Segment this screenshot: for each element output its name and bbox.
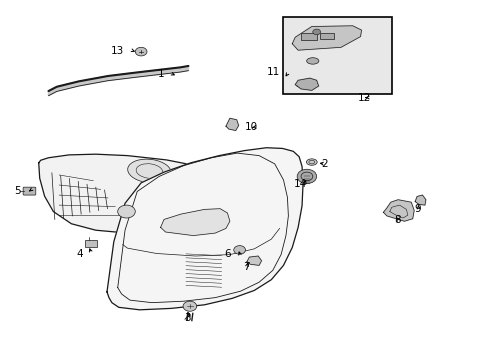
Polygon shape — [39, 154, 232, 233]
FancyBboxPatch shape — [23, 187, 36, 195]
Text: 1: 1 — [157, 69, 163, 79]
Bar — [320, 33, 333, 40]
Polygon shape — [414, 195, 425, 205]
Text: 14: 14 — [293, 179, 306, 189]
Text: 5: 5 — [15, 186, 21, 196]
Text: 13: 13 — [111, 46, 124, 56]
Text: 12: 12 — [357, 93, 370, 103]
Text: 7: 7 — [242, 262, 249, 272]
Circle shape — [312, 29, 320, 35]
Polygon shape — [295, 78, 318, 90]
Circle shape — [135, 47, 147, 56]
Polygon shape — [246, 256, 261, 265]
Text: 8: 8 — [393, 215, 400, 225]
Circle shape — [233, 246, 245, 254]
Bar — [301, 33, 316, 40]
Ellipse shape — [306, 159, 317, 165]
Polygon shape — [160, 209, 229, 235]
Ellipse shape — [152, 174, 190, 195]
Text: 9: 9 — [413, 204, 420, 214]
Text: 4: 4 — [76, 248, 82, 258]
Polygon shape — [292, 26, 361, 50]
Ellipse shape — [127, 159, 171, 183]
Polygon shape — [107, 148, 303, 310]
Text: 11: 11 — [266, 67, 279, 77]
Polygon shape — [48, 66, 188, 96]
Ellipse shape — [306, 58, 318, 64]
Polygon shape — [225, 118, 238, 131]
Text: 2: 2 — [320, 159, 327, 169]
Circle shape — [183, 301, 196, 311]
Bar — [282, 17, 391, 94]
Polygon shape — [383, 200, 413, 221]
Text: 10: 10 — [244, 122, 258, 132]
Circle shape — [297, 169, 316, 184]
Bar — [84, 239, 97, 247]
Text: 6: 6 — [224, 248, 230, 258]
Circle shape — [118, 205, 135, 218]
Text: 3: 3 — [184, 313, 190, 323]
